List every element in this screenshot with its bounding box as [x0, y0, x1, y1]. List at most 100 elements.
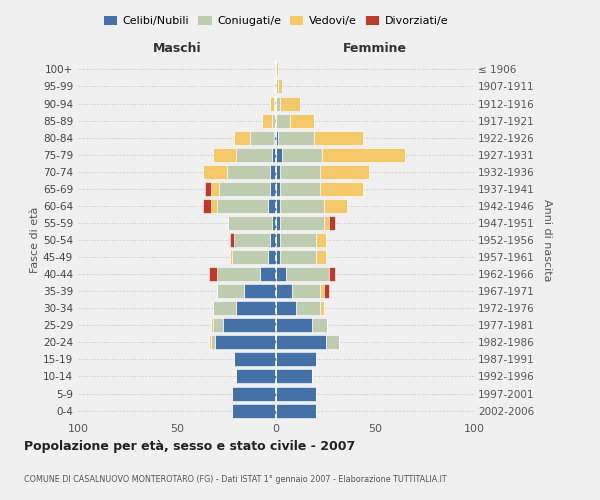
Bar — [232, 386, 276, 400]
Bar — [314, 130, 363, 144]
Bar — [296, 302, 320, 315]
Text: COMUNE DI CASALNUOVO MONTEROTARO (FG) - Dati ISTAT 1° gennaio 2007 - Elaborazion: COMUNE DI CASALNUOVO MONTEROTARO (FG) - … — [24, 475, 446, 484]
Bar — [272, 114, 276, 128]
Bar — [282, 148, 322, 162]
Bar — [211, 336, 215, 349]
Bar — [286, 267, 329, 281]
Bar — [244, 284, 276, 298]
Y-axis label: Fasce di età: Fasce di età — [30, 207, 40, 273]
Bar — [278, 80, 282, 94]
Bar — [280, 165, 320, 178]
Bar — [329, 216, 335, 230]
Bar — [203, 165, 227, 178]
Text: Femmine: Femmine — [343, 42, 407, 55]
Bar — [236, 148, 272, 162]
Bar — [217, 267, 260, 281]
Bar — [205, 182, 211, 196]
Bar — [268, 199, 276, 213]
Bar — [236, 302, 276, 315]
Bar — [290, 114, 314, 128]
Bar — [276, 233, 280, 247]
Bar — [232, 404, 276, 417]
Bar — [280, 216, 323, 230]
Bar — [323, 199, 347, 213]
Bar — [274, 130, 276, 144]
Bar — [276, 62, 278, 76]
Bar — [276, 199, 280, 213]
Bar — [235, 352, 276, 366]
Bar — [227, 165, 270, 178]
Bar — [276, 182, 280, 196]
Bar — [230, 233, 235, 247]
Bar — [274, 96, 276, 110]
Bar — [276, 130, 278, 144]
Bar — [276, 404, 316, 417]
Bar — [276, 250, 280, 264]
Bar — [212, 318, 223, 332]
Text: Popolazione per età, sesso e stato civile - 2007: Popolazione per età, sesso e stato civil… — [24, 440, 355, 453]
Bar — [276, 267, 286, 281]
Bar — [232, 250, 268, 264]
Bar — [280, 233, 316, 247]
Bar — [276, 284, 292, 298]
Bar — [212, 148, 236, 162]
Bar — [260, 267, 276, 281]
Bar — [280, 182, 320, 196]
Bar — [276, 80, 278, 94]
Bar — [276, 302, 296, 315]
Bar — [211, 182, 218, 196]
Bar — [270, 233, 276, 247]
Bar — [280, 96, 300, 110]
Bar — [276, 216, 280, 230]
Bar — [276, 114, 290, 128]
Legend: Celibi/Nubili, Coniugati/e, Vedovi/e, Divorziati/e: Celibi/Nubili, Coniugati/e, Vedovi/e, Di… — [100, 12, 452, 31]
Bar — [329, 267, 335, 281]
Bar — [280, 199, 323, 213]
Bar — [276, 148, 282, 162]
Bar — [215, 336, 276, 349]
Bar — [268, 250, 276, 264]
Bar — [322, 148, 405, 162]
Bar — [278, 130, 314, 144]
Bar — [270, 165, 276, 178]
Bar — [211, 318, 212, 332]
Bar — [203, 199, 211, 213]
Bar — [325, 336, 340, 349]
Bar — [316, 250, 325, 264]
Bar — [276, 370, 311, 384]
Bar — [276, 336, 325, 349]
Bar — [276, 386, 316, 400]
Bar — [276, 165, 280, 178]
Bar — [250, 130, 274, 144]
Bar — [209, 267, 217, 281]
Bar — [316, 233, 325, 247]
Bar — [320, 165, 369, 178]
Bar — [320, 182, 363, 196]
Text: Maschi: Maschi — [152, 42, 202, 55]
Bar — [218, 182, 270, 196]
Bar — [280, 250, 316, 264]
Bar — [323, 284, 329, 298]
Bar — [276, 352, 316, 366]
Bar — [212, 302, 236, 315]
Bar — [229, 216, 272, 230]
Y-axis label: Anni di nascita: Anni di nascita — [542, 198, 551, 281]
Bar — [217, 284, 244, 298]
Bar — [223, 318, 276, 332]
Bar — [320, 284, 323, 298]
Bar — [211, 199, 217, 213]
Bar — [209, 336, 211, 349]
Bar — [274, 80, 276, 94]
Bar — [311, 318, 328, 332]
Bar — [235, 233, 270, 247]
Bar — [262, 114, 272, 128]
Bar — [272, 216, 276, 230]
Bar — [270, 96, 274, 110]
Bar — [272, 148, 276, 162]
Bar — [235, 130, 250, 144]
Bar — [270, 182, 276, 196]
Bar — [236, 370, 276, 384]
Bar — [217, 199, 268, 213]
Bar — [323, 216, 329, 230]
Bar — [276, 96, 280, 110]
